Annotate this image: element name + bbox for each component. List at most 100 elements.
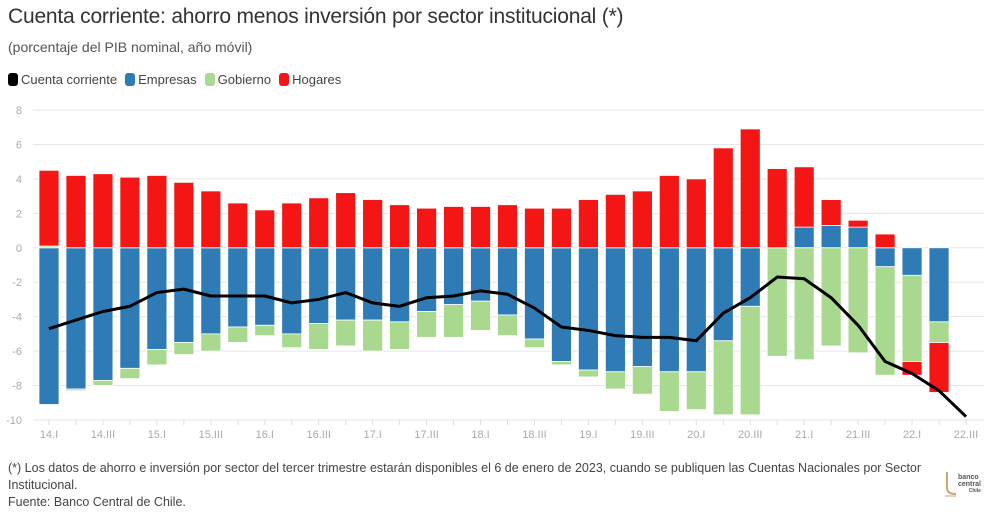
x-tick-label: 18.I (471, 429, 489, 441)
logo-mark-icon (945, 472, 957, 497)
y-tick-label: -6 (12, 346, 22, 358)
bar-empresas (362, 247, 384, 321)
x-tick-label: 19.III (630, 429, 654, 441)
bar-hogares (146, 175, 168, 249)
bar-hogares (308, 197, 330, 249)
bar-hogares (92, 173, 114, 249)
bar-hogares (578, 199, 599, 249)
banco-central-logo: banco central Chile (944, 470, 994, 500)
bar-hogares (551, 207, 572, 249)
bar-hogares (38, 169, 60, 247)
legend-label: Empresas (138, 72, 197, 87)
bar-empresas (497, 247, 518, 316)
bar-empresas (658, 247, 680, 373)
bar-gobierno (928, 321, 950, 343)
bar-gobierno (281, 333, 303, 349)
chart-title: Cuenta corriente: ahorro menos inversión… (8, 5, 624, 28)
y-tick-label: -4 (12, 312, 22, 324)
bars (38, 128, 950, 416)
bar-gobierno (631, 366, 653, 395)
bar-gobierno (146, 348, 168, 366)
legend-label: Cuenta corriente (21, 72, 118, 87)
bar-gobierno (874, 266, 896, 376)
bar-empresas (928, 247, 950, 323)
bar-gobierno (578, 369, 599, 378)
bar-hogares (362, 199, 384, 249)
chart-legend: Cuenta corriente Empresas Gobierno Hogar… (8, 72, 341, 87)
bar-gobierno (335, 319, 357, 347)
x-tick-label: 20.III (738, 429, 762, 441)
bar-gobierno (551, 361, 572, 366)
bar-gobierno (173, 342, 195, 355)
x-tick-label: 21.I (795, 429, 813, 441)
bar-empresas (685, 247, 707, 373)
bar-gobierno (497, 314, 518, 337)
bar-gobierno (901, 274, 923, 362)
bar-empresas (389, 247, 411, 323)
bar-hogares (200, 190, 222, 249)
bar-gobierno (389, 321, 411, 350)
y-tick-label: -2 (12, 277, 22, 289)
bar-empresas (281, 247, 303, 335)
bar-empresas (820, 224, 842, 249)
bar-hogares (443, 206, 464, 249)
bar-gobierno (685, 371, 707, 411)
x-tick-label: 17.I (363, 429, 381, 441)
bar-hogares (227, 202, 249, 249)
bar-hogares (766, 168, 788, 249)
y-tick-label: 4 (16, 174, 22, 186)
bar-hogares (874, 233, 896, 249)
bar-gobierno (65, 388, 87, 392)
x-tick-label: 16.III (306, 429, 330, 441)
bar-empresas (631, 247, 653, 368)
legend-item-empresas[interactable]: Empresas (125, 72, 197, 87)
bar-gobierno (524, 338, 545, 349)
legend-swatch-empresas (125, 73, 136, 86)
bar-gobierno (766, 247, 788, 357)
bar-hogares (335, 192, 357, 249)
bar-gobierno (254, 324, 276, 337)
chart-plot: 8 6 4 2 0 -2 -4 -6 -8 -10 14.I 14.III 15.I 15.III 16.… (6, 105, 984, 441)
x-tick-label: 17.III (414, 429, 438, 441)
y-tick-label: -8 (12, 381, 22, 393)
bar-hogares (685, 178, 707, 249)
bar-gobierno (470, 300, 491, 331)
bar-hogares (281, 202, 303, 249)
bar-gobierno (200, 333, 222, 352)
bar-hogares (65, 175, 87, 249)
legend-item-gobierno[interactable]: Gobierno (204, 72, 271, 87)
bar-hogares (173, 181, 195, 249)
x-tick-label: 16.I (256, 429, 274, 441)
bar-hogares (820, 199, 842, 226)
y-tick-label: -10 (6, 415, 22, 427)
x-tick-label: 14.I (40, 429, 58, 441)
bar-empresas (901, 247, 923, 276)
y-tick-label: 2 (16, 208, 22, 220)
y-tick-label: 8 (16, 105, 22, 117)
x-tick-label: 19.I (579, 429, 597, 441)
x-axis: 14.I 14.III 15.I 15.III 16.I 16.III 17.I 17.III… (40, 420, 978, 441)
y-tick-label: 0 (16, 243, 22, 255)
bar-hogares (497, 204, 518, 249)
x-tick-label: 18.III (522, 429, 546, 441)
bar-gobierno (443, 304, 464, 338)
bar-empresas (416, 247, 437, 312)
line-series (48, 275, 968, 418)
bar-empresas (551, 247, 572, 362)
bar-empresas (712, 247, 734, 342)
bar-hogares (254, 209, 276, 249)
bar-gobierno (739, 305, 761, 416)
bar-empresas (227, 247, 249, 328)
chart-footer: (*) Los datos de ahorro e inversión por … (8, 460, 928, 511)
legend-item-hogares[interactable]: Hogares (279, 72, 341, 87)
x-tick-label: 20.I (687, 429, 705, 441)
bar-hogares (712, 147, 734, 249)
bar-empresas (146, 247, 168, 350)
bar-gobierno (92, 379, 114, 386)
bar-hogares (847, 219, 869, 228)
legend-item-cuenta-corriente[interactable]: Cuenta corriente (8, 72, 117, 87)
footnote: (*) Los datos de ahorro e inversión por … (8, 461, 922, 492)
bar-hogares (470, 206, 491, 249)
legend-swatch-cuenta-corriente (8, 73, 18, 86)
bar-gobierno (658, 371, 680, 412)
